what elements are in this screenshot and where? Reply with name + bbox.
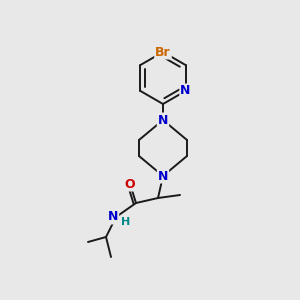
Text: N: N xyxy=(158,113,168,127)
Text: O: O xyxy=(125,178,135,190)
Text: N: N xyxy=(108,211,118,224)
Text: Br: Br xyxy=(155,46,171,59)
Text: N: N xyxy=(180,85,191,98)
Text: N: N xyxy=(158,169,168,182)
Text: H: H xyxy=(122,217,130,227)
